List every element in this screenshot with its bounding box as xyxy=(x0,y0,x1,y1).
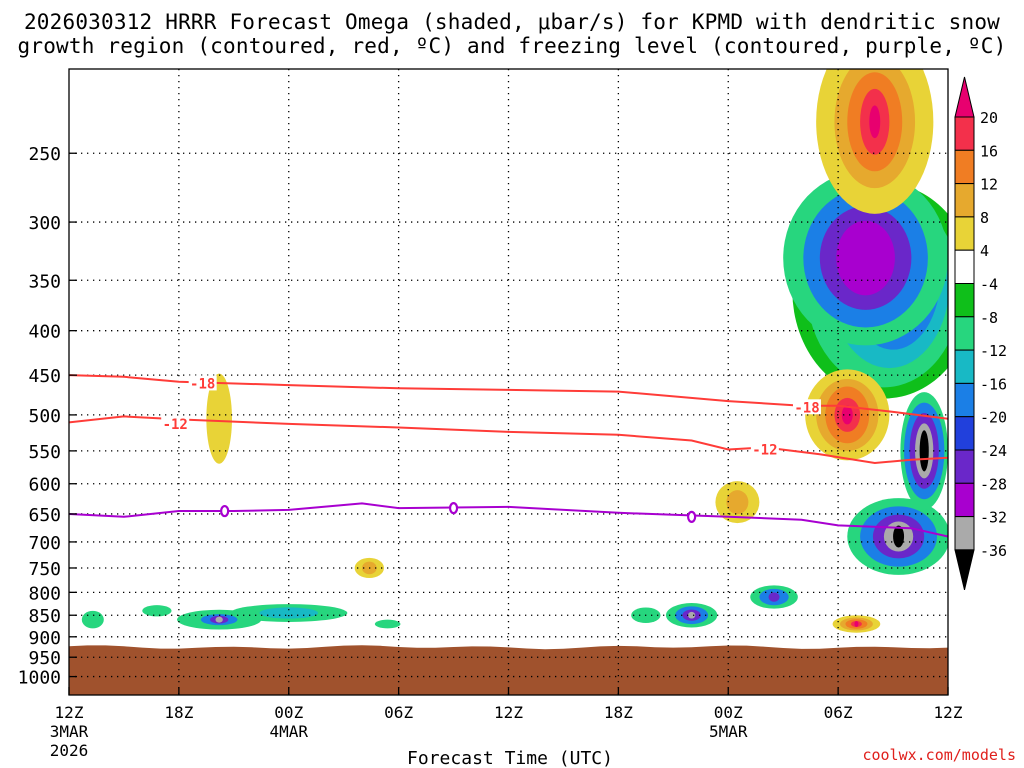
y-tick-label-2: 350 xyxy=(28,271,61,292)
colorbar-label-6: -8 xyxy=(980,309,998,327)
contour-label-2: -18 xyxy=(794,400,819,416)
y-tick-label-15: 1000 xyxy=(18,668,61,689)
colorbar-top-arrow xyxy=(954,76,975,118)
omega-feature-3-0 xyxy=(142,605,172,617)
colorbar-box-4 xyxy=(954,216,975,251)
contour-line-0 xyxy=(69,374,948,420)
colorbar-box-12 xyxy=(954,482,975,518)
omega-feature-5-0 xyxy=(206,373,232,464)
contour-label-1: -12 xyxy=(163,417,188,433)
contour-label-bg-3 xyxy=(750,441,779,457)
contour-labels: -18 -12 -18 -12 xyxy=(161,375,821,523)
colorbar-box-11 xyxy=(954,449,975,484)
omega-feature-11-4 xyxy=(841,405,853,425)
colorbar-box-5 xyxy=(954,249,975,284)
colorbar-box-1 xyxy=(954,116,975,151)
contour-label-0: -18 xyxy=(190,376,215,392)
colorbar-label-5: -4 xyxy=(980,276,998,294)
contour-label-bg-1 xyxy=(161,415,190,431)
y-tick-label-0: 250 xyxy=(28,144,61,165)
colorbar-label-4: 4 xyxy=(980,242,989,260)
x-axis-label: Forecast Time (UTC) xyxy=(407,748,613,768)
colorbar-label-13: -36 xyxy=(980,542,1007,560)
freezing-level-label-4 xyxy=(220,504,230,518)
omega-feature-14-3 xyxy=(836,220,895,296)
x-tick-label-6: 00Z xyxy=(714,703,743,722)
colorbar-label-12: -32 xyxy=(980,509,1007,527)
y-tick-label-14: 950 xyxy=(28,648,61,669)
contour-label-bg-2 xyxy=(792,399,821,415)
omega-feature-12-4 xyxy=(893,525,905,548)
y-tick-label-4: 450 xyxy=(28,366,61,387)
x-tick-label-1: 18Z xyxy=(164,703,193,722)
omega-feature-0-3 xyxy=(215,616,223,623)
y-tick-label-12: 850 xyxy=(28,606,61,627)
freezing-level-label-6 xyxy=(687,510,697,523)
contour-label-bg-0 xyxy=(188,375,217,391)
freezing-level-label-5 xyxy=(448,502,459,515)
y-tick-label-6: 550 xyxy=(28,442,61,463)
omega-feature-10-1 xyxy=(726,490,749,515)
y-tick-label-7: 600 xyxy=(28,475,61,496)
y-axis: 2503003504004505005506006507007508008509… xyxy=(18,144,77,689)
colorbar-label-3: 8 xyxy=(980,209,989,227)
colorbar-box-9 xyxy=(954,382,975,418)
omega-feature-9-2 xyxy=(768,592,780,602)
x-tick-label-0: 12Z xyxy=(55,703,84,722)
colorbar-box-3 xyxy=(954,183,975,218)
omega-shading xyxy=(81,69,948,633)
y-tick-label-13: 900 xyxy=(28,628,61,649)
x-date-label-2: 4MAR xyxy=(269,722,308,741)
colorbar: 20 16 12 8 4 -4 -8 -12 -16 -20 -24 -28 -32 -36 xyxy=(954,76,1007,591)
y-tick-label-1: 300 xyxy=(28,213,61,234)
colorbar-label-8: -16 xyxy=(980,375,1007,393)
colorbar-box-13 xyxy=(954,516,975,551)
colorbar-label-10: -24 xyxy=(980,442,1007,460)
y-tick-label-9: 700 xyxy=(28,533,61,554)
colorbar-label-9: -20 xyxy=(980,409,1007,427)
colorbar-label-0: 20 xyxy=(980,109,998,127)
colorbar-bottom-arrow xyxy=(954,549,975,591)
x-tick-label-8: 12Z xyxy=(934,703,963,722)
y-tick-label-11: 800 xyxy=(28,583,61,604)
colorbar-label-2: 12 xyxy=(980,176,998,194)
chart-title-line-1: 2026030312 HRRR Forecast Omega (shaded, … xyxy=(23,10,1001,34)
x-year-label-0: 2026 xyxy=(50,741,89,760)
x-tick-label-4: 12Z xyxy=(494,703,523,722)
x-date-label-6: 5MAR xyxy=(709,722,748,741)
x-date-label-0: 3MAR xyxy=(50,722,89,741)
contour-label-3: -12 xyxy=(752,443,777,459)
site-credit[interactable]: coolwx.com/models xyxy=(862,746,1016,764)
omega-feature-15-4 xyxy=(869,105,881,139)
omega-feature-4-0 xyxy=(374,619,401,629)
contour-line-1 xyxy=(69,415,948,465)
colorbar-box-2 xyxy=(954,149,975,185)
colorbar-box-8 xyxy=(954,349,975,384)
colorbar-label-11: -28 xyxy=(980,475,1007,493)
omega-feature-16-4 xyxy=(854,621,859,628)
x-tick-label-5: 18Z xyxy=(604,703,633,722)
y-tick-label-3: 400 xyxy=(28,322,61,343)
y-tick-label-8: 650 xyxy=(28,505,61,526)
omega-feature-2-0 xyxy=(81,610,104,629)
x-tick-label-2: 00Z xyxy=(274,703,303,722)
y-tick-label-10: 750 xyxy=(28,559,61,580)
colorbar-label-1: 16 xyxy=(980,142,998,160)
chart-title-line-2: growth region (contoured, red, ºC) and f… xyxy=(17,34,1007,58)
x-tick-label-3: 06Z xyxy=(384,703,413,722)
y-tick-label-5: 500 xyxy=(28,406,61,427)
x-tick-label-7: 06Z xyxy=(824,703,853,722)
omega-feature-7-3 xyxy=(687,611,696,619)
colorbar-label-7: -12 xyxy=(980,342,1007,360)
grid-lines xyxy=(69,69,948,695)
colorbar-box-6 xyxy=(954,283,975,318)
omega-feature-13-4 xyxy=(919,430,929,472)
colorbar-box-10 xyxy=(954,416,975,451)
colorbar-box-7 xyxy=(954,316,975,351)
